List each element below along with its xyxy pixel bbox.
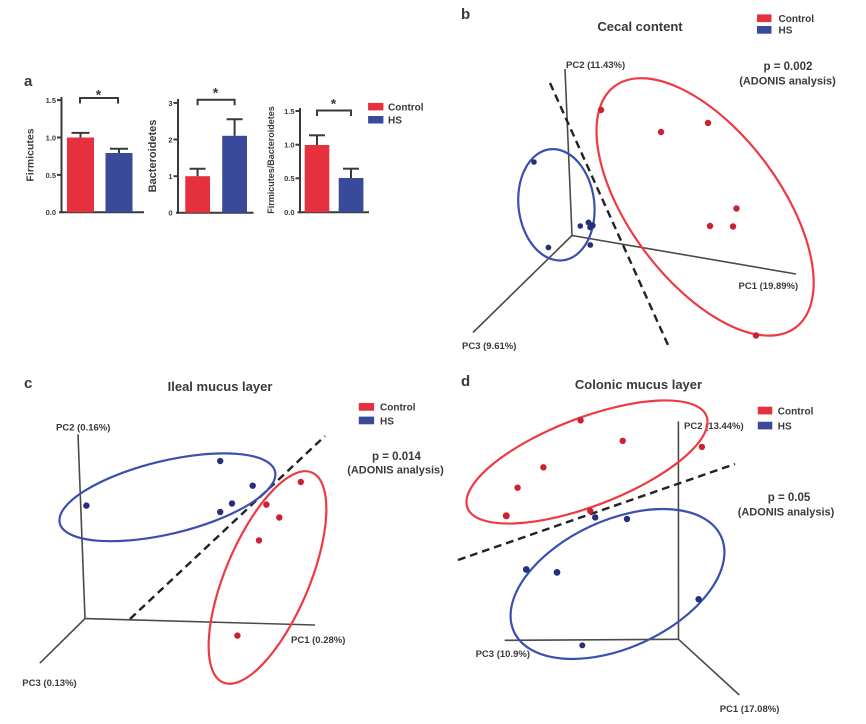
svg-text:PC3 (0.13%): PC3 (0.13%) [22,678,76,689]
svg-text:p = 0.05: p = 0.05 [768,492,811,504]
svg-text:0.0: 0.0 [284,208,294,217]
svg-text:HS: HS [388,115,402,126]
svg-text:2: 2 [168,135,172,144]
svg-text:PC1 (19.89%): PC1 (19.89%) [739,281,799,292]
svg-text:*: * [331,96,337,112]
svg-text:*: * [213,85,219,101]
svg-text:1: 1 [168,172,172,181]
svg-text:Control: Control [380,403,416,414]
svg-text:PC2 (13.44%): PC2 (13.44%) [684,421,744,432]
svg-text:Control: Control [779,14,815,25]
svg-text:0: 0 [168,209,172,218]
svg-text:Control: Control [388,102,424,113]
svg-text:(ADONIS analysis): (ADONIS analysis) [347,465,444,477]
svg-text:PC1 (0.28%): PC1 (0.28%) [291,635,345,646]
svg-text:(ADONIS analysis): (ADONIS analysis) [738,507,835,519]
svg-text:PC3 (10.9%): PC3 (10.9%) [476,649,530,660]
svg-text:Firmicutes: Firmicutes [25,128,37,181]
svg-text:a: a [24,73,33,90]
svg-text:p = 0.014: p = 0.014 [372,451,422,463]
svg-text:1.5: 1.5 [46,96,56,105]
svg-text:Bacteroidetes: Bacteroidetes [147,120,159,193]
svg-text:HS: HS [779,26,793,37]
svg-text:1.5: 1.5 [284,107,294,116]
svg-text:*: * [96,87,102,103]
svg-text:1.0: 1.0 [46,133,56,142]
svg-text:PC1 (17.08%): PC1 (17.08%) [720,704,780,715]
svg-text:HS: HS [778,421,792,432]
svg-text:PC2 (0.16%): PC2 (0.16%) [56,423,110,434]
svg-text:0.0: 0.0 [46,208,56,217]
svg-text:Colonic mucus layer: Colonic mucus layer [575,377,702,392]
svg-text:Control: Control [778,406,814,417]
svg-text:0.5: 0.5 [46,171,56,180]
svg-text:HS: HS [380,416,394,427]
svg-text:PC2 (11.43%): PC2 (11.43%) [566,60,625,71]
svg-text:Cecal content: Cecal content [597,19,683,34]
svg-text:PC3 (9.61%): PC3 (9.61%) [462,341,516,352]
svg-text:3: 3 [168,99,172,108]
svg-text:0.5: 0.5 [284,174,294,183]
svg-text:c: c [24,375,32,392]
svg-text:b: b [461,6,470,23]
svg-text:Firmicutes/Bacteroidetes: Firmicutes/Bacteroidetes [266,106,276,214]
svg-text:1.0: 1.0 [284,141,294,150]
svg-text:Ileal mucus layer: Ileal mucus layer [168,379,273,394]
svg-text:p = 0.002: p = 0.002 [764,61,813,73]
svg-text:d: d [461,373,470,390]
svg-text:(ADONIS analysis): (ADONIS analysis) [739,76,836,88]
